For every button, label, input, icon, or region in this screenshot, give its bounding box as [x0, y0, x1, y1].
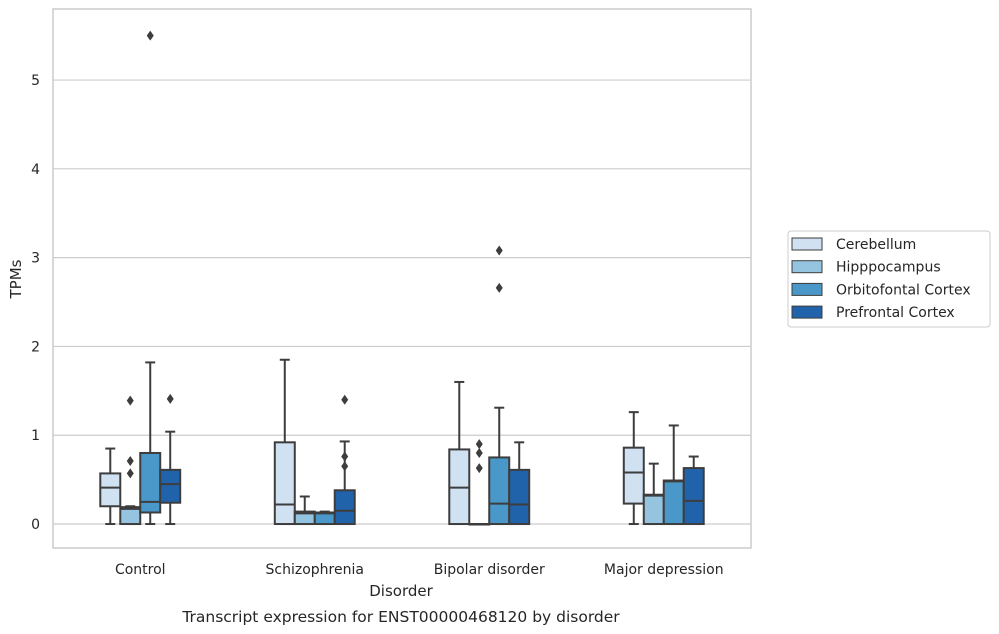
legend-label: Prefrontal Cortex	[836, 305, 955, 321]
outlier-point	[126, 468, 134, 479]
box	[139, 30, 162, 526]
outlier-point	[341, 461, 349, 472]
x-tick-label: Bipolar disorder	[434, 562, 545, 578]
outlier-point	[475, 463, 483, 474]
outlier-point	[495, 245, 503, 256]
box-body	[508, 468, 531, 526]
y-tick-label: 2	[31, 339, 40, 355]
box-body	[333, 489, 356, 526]
box-body	[682, 467, 705, 526]
outlier-point	[341, 451, 349, 462]
box	[159, 393, 182, 526]
x-tick-label: Control	[115, 562, 166, 578]
box-body	[488, 456, 511, 526]
box-body	[99, 472, 122, 508]
box-body	[159, 468, 182, 504]
box	[293, 495, 316, 526]
outlier-point	[126, 395, 134, 406]
legend-swatch	[791, 282, 823, 296]
box-body	[642, 493, 665, 526]
legend-label: Orbitofontal Cortex	[836, 282, 971, 298]
box	[273, 358, 296, 526]
y-tick-labels: 0 1 2 3 4 5	[31, 73, 40, 533]
outlier-point	[146, 30, 154, 41]
box-body	[662, 479, 685, 526]
box	[622, 411, 645, 526]
outlier-point	[495, 282, 503, 293]
outlier-point	[475, 447, 483, 458]
y-tick-label: 3	[31, 251, 40, 267]
y-tick-label: 5	[31, 73, 40, 89]
box	[99, 447, 122, 526]
legend-swatch	[791, 237, 823, 251]
y-tick-label: 4	[31, 162, 40, 178]
box-body	[119, 506, 142, 526]
outlier-point	[166, 393, 174, 404]
legend-label: Hipppocampus	[836, 260, 941, 276]
box-body	[139, 451, 162, 514]
box	[468, 439, 491, 526]
x-tick-labels: Control Schizophrenia Bipolar disorder Majo…	[115, 562, 724, 578]
legend-swatch	[791, 260, 823, 274]
legend-frame	[787, 230, 991, 328]
plot-frame	[52, 8, 752, 549]
box	[682, 455, 705, 526]
box	[333, 394, 356, 526]
x-tick-label: Schizophrenia	[266, 562, 364, 578]
x-axis-label: Disorder	[369, 582, 433, 600]
y-tick-label: 0	[31, 517, 40, 533]
box	[662, 424, 685, 526]
box	[119, 395, 142, 526]
box	[448, 380, 471, 526]
box-body	[622, 446, 645, 505]
box	[488, 245, 511, 526]
chart-title: Transcript expression for ENST0000046812…	[181, 608, 620, 626]
box	[508, 441, 531, 526]
outlier-point	[126, 455, 134, 466]
plot-border	[52, 8, 752, 549]
legend-swatch	[791, 305, 823, 319]
legend-label: Cerebellum	[836, 237, 916, 253]
box-series	[99, 30, 705, 526]
outlier-point	[341, 394, 349, 405]
box	[313, 510, 336, 526]
outlier-point	[475, 439, 483, 450]
legend: Cerebellum Hipppocampus Orbitofontal Corte…	[787, 230, 991, 328]
box	[642, 462, 665, 526]
y-axis-label: TPMs	[7, 259, 25, 299]
x-tick-label: Major depression	[604, 562, 724, 578]
y-tick-label: 1	[31, 428, 40, 444]
box-body	[273, 441, 296, 526]
